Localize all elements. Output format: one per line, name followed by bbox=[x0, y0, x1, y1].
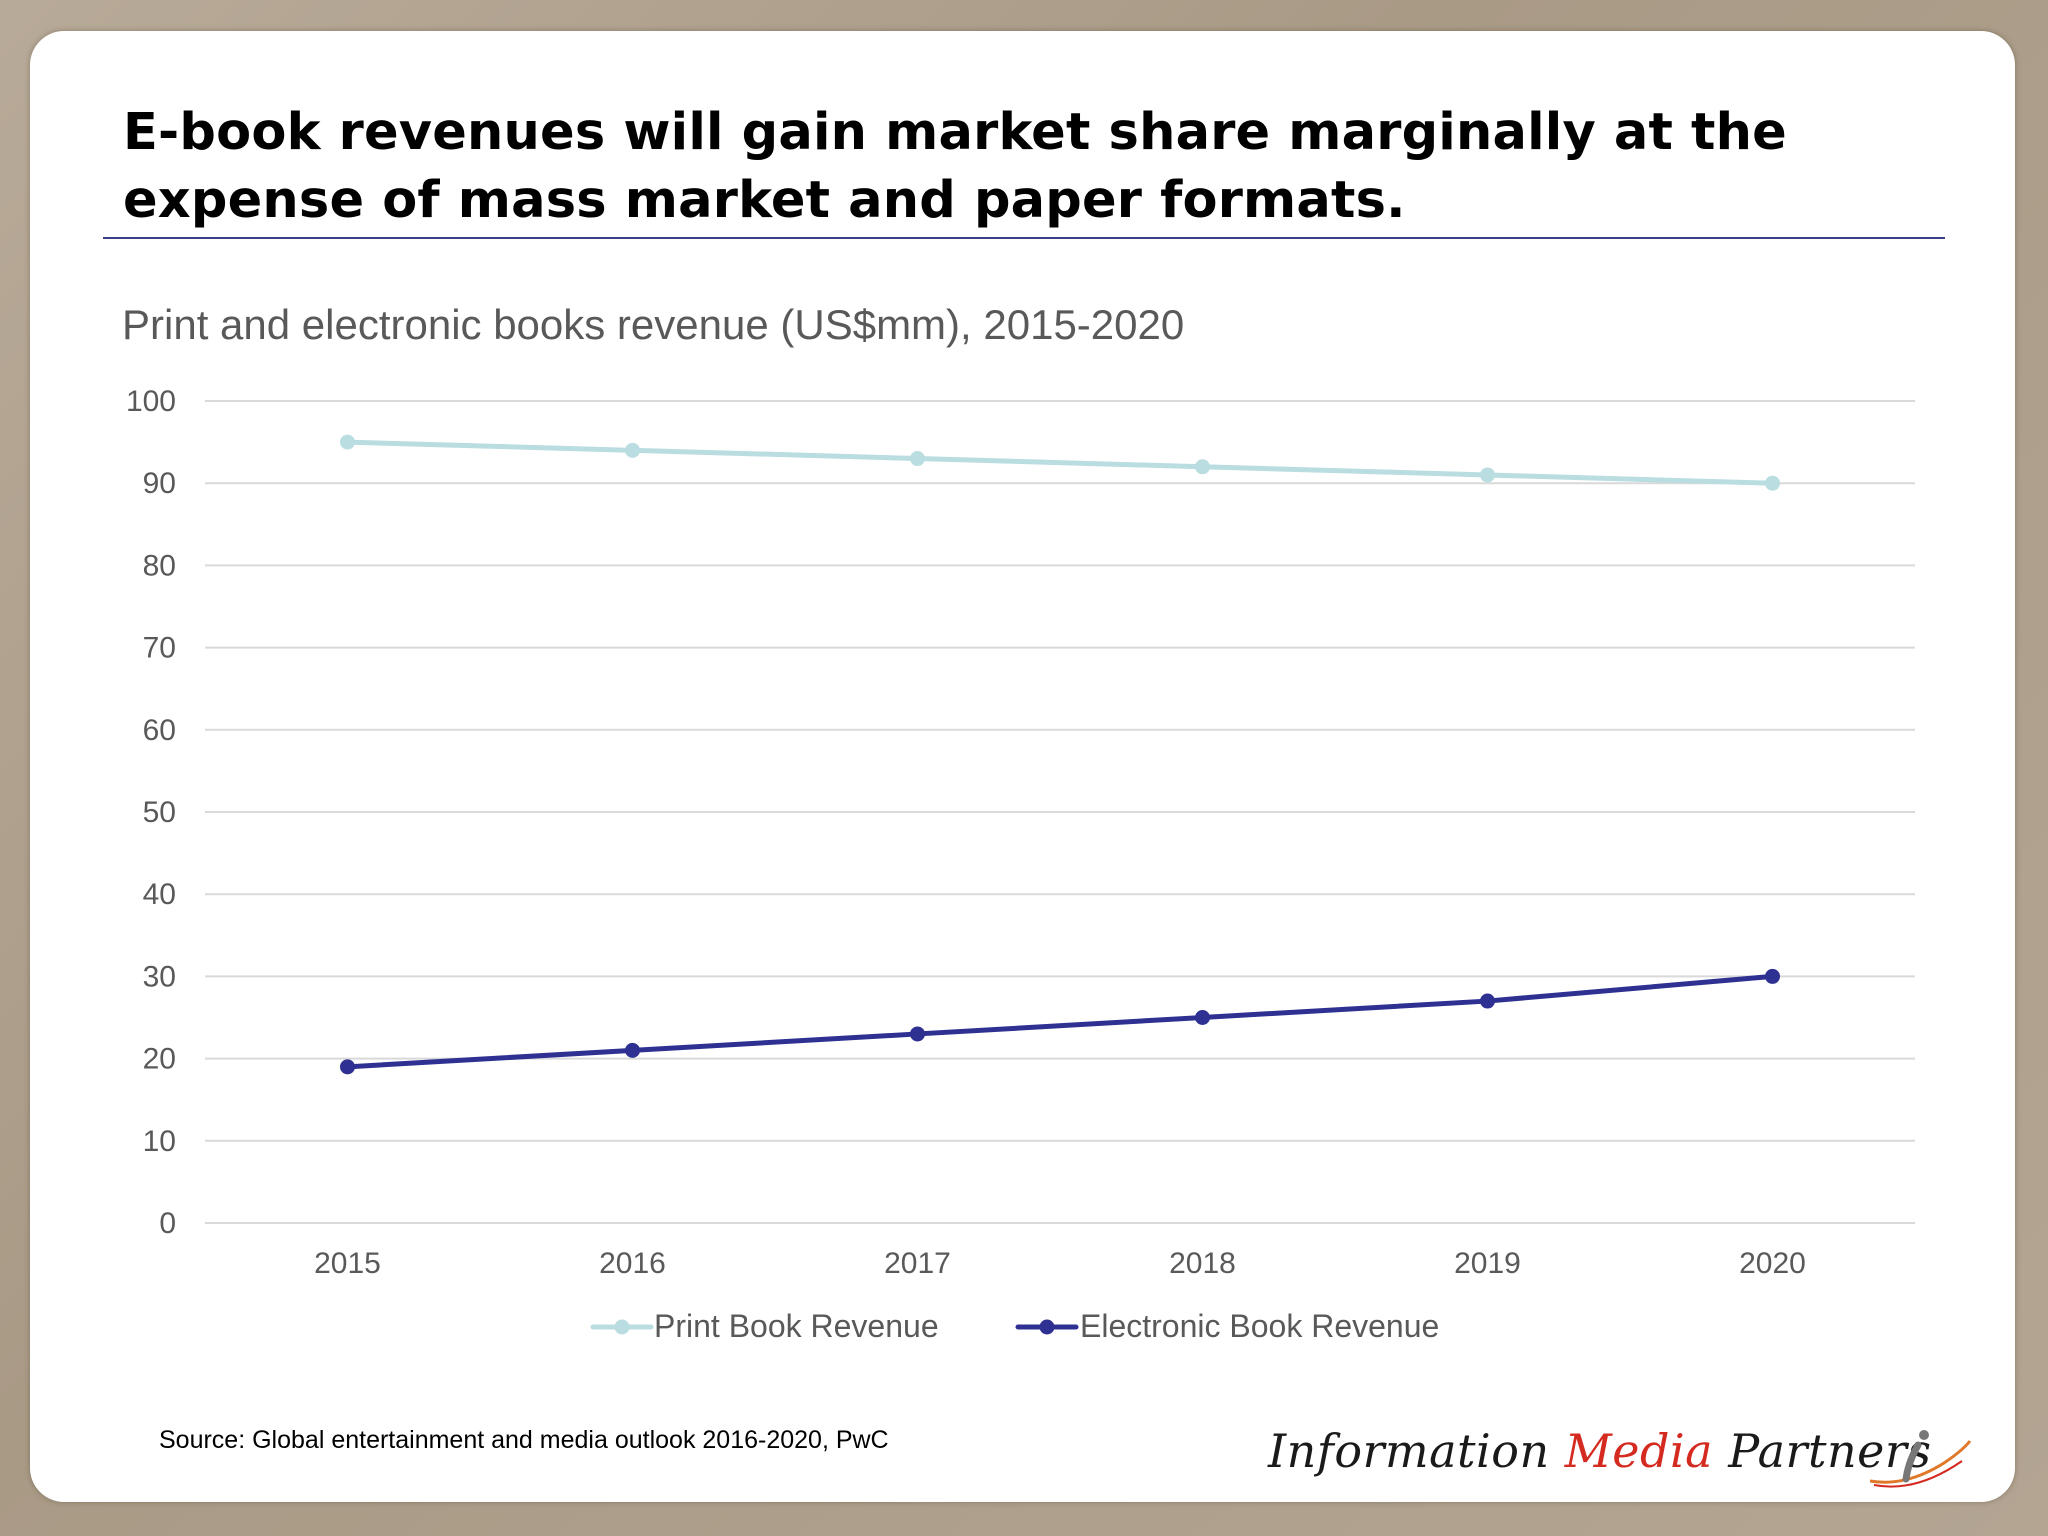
legend-label: Print Book Revenue bbox=[654, 1308, 939, 1344]
x-tick-label: 2020 bbox=[1739, 1247, 1806, 1280]
legend-item: Electronic Book Revenue bbox=[1015, 1308, 1439, 1344]
x-tick-label: 2018 bbox=[1169, 1247, 1236, 1280]
logo-text-media: Media bbox=[1564, 1424, 1714, 1478]
x-tick-label: 2015 bbox=[314, 1247, 381, 1280]
logo-text-partners: Partners bbox=[1728, 1424, 1932, 1478]
x-tick-label: 2016 bbox=[599, 1247, 666, 1280]
data-point bbox=[910, 451, 925, 467]
series-print-book-revenue bbox=[340, 434, 1780, 491]
y-tick-label: 70 bbox=[143, 632, 176, 665]
headline: E-book revenues will gain market share m… bbox=[123, 103, 1787, 230]
stylized-i-swoosh-icon bbox=[1869, 1430, 1972, 1488]
chart-title: Print and electronic books revenue (US$m… bbox=[122, 301, 1184, 348]
x-axis-tick-labels: 2015 2016 2017 2018 2019 2020 bbox=[314, 1247, 1806, 1280]
data-point bbox=[1765, 475, 1780, 491]
slide: E-book revenues will gain market share m… bbox=[30, 31, 2015, 1502]
series-line bbox=[345, 439, 1775, 486]
y-tick-label: 90 bbox=[143, 467, 176, 500]
y-tick-label: 40 bbox=[143, 878, 176, 911]
legend: Print Book Revenue Electronic Book Revenu… bbox=[590, 1308, 1439, 1344]
headline-rule bbox=[103, 237, 1945, 239]
legend-item: Print Book Revenue bbox=[590, 1308, 939, 1344]
data-point bbox=[910, 1026, 925, 1042]
data-point bbox=[1480, 993, 1495, 1009]
chart-gridlines bbox=[205, 400, 1915, 1224]
data-point bbox=[1195, 1010, 1210, 1025]
company-logo: Information Media Partners bbox=[1268, 1424, 1931, 1494]
data-point bbox=[625, 1042, 640, 1058]
data-point bbox=[1195, 459, 1210, 475]
data-point bbox=[1480, 467, 1495, 483]
logo-text-information: Information bbox=[1268, 1424, 1550, 1478]
y-tick-label: 80 bbox=[143, 549, 176, 582]
y-tick-label: 10 bbox=[143, 1125, 176, 1158]
x-tick-label: 2017 bbox=[884, 1247, 951, 1280]
data-point bbox=[340, 1059, 355, 1075]
data-point bbox=[1765, 968, 1780, 984]
series-electronic-book-revenue bbox=[340, 968, 1780, 1075]
y-tick-label: 30 bbox=[143, 960, 176, 993]
legend-marker bbox=[614, 1319, 630, 1335]
legend-label: Electronic Book Revenue bbox=[1080, 1308, 1439, 1344]
y-tick-label: 100 bbox=[126, 385, 176, 418]
y-axis-tick-labels: 0 10 20 30 40 50 60 70 80 90 100 bbox=[126, 385, 176, 1240]
y-tick-label: 50 bbox=[143, 796, 176, 829]
y-tick-label: 60 bbox=[143, 714, 176, 747]
y-tick-label: 0 bbox=[159, 1207, 176, 1240]
data-point bbox=[625, 442, 640, 458]
series-line bbox=[345, 973, 1775, 1070]
line-chart: Print and electronic books revenue (US$m… bbox=[122, 301, 1915, 1344]
data-point bbox=[340, 434, 355, 450]
series-layer bbox=[340, 434, 1780, 1075]
source-note: Source: Global entertainment and media o… bbox=[159, 1426, 889, 1454]
x-tick-label: 2019 bbox=[1454, 1247, 1521, 1280]
legend-marker bbox=[1039, 1319, 1055, 1335]
y-tick-label: 20 bbox=[143, 1043, 176, 1076]
